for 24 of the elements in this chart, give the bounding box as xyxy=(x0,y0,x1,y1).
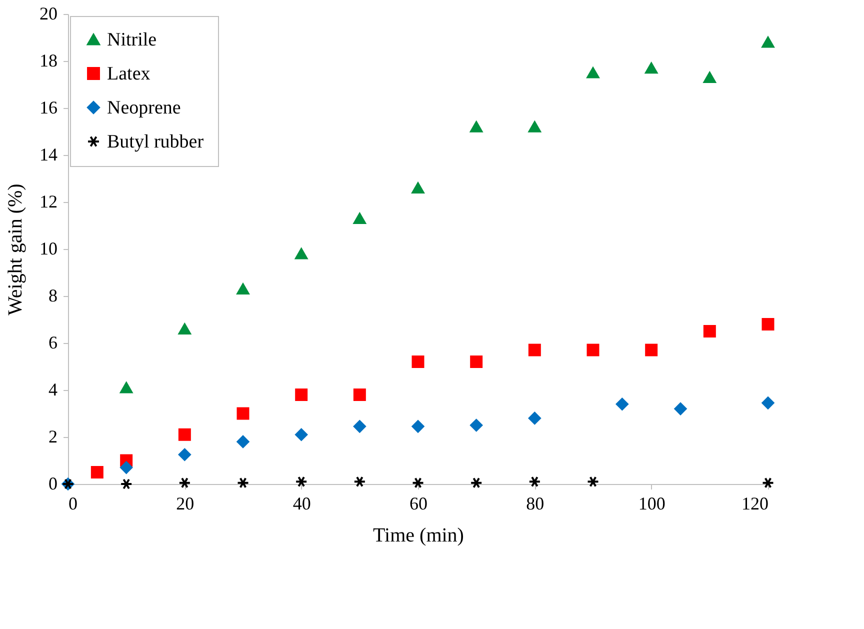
y-tick-label: 2 xyxy=(48,426,58,446)
y-tick-label: 12 xyxy=(40,192,58,212)
legend-label: Latex xyxy=(107,64,151,84)
y-tick-label: 0 xyxy=(48,474,58,494)
y-tick-label: 4 xyxy=(48,380,58,400)
x-tick-label: 20 xyxy=(176,494,194,514)
legend-label: Nitrile xyxy=(107,30,157,50)
y-tick-label: 20 xyxy=(40,4,58,24)
y-tick-label: 10 xyxy=(40,238,58,258)
y-axis-title: Weight gain (%) xyxy=(4,184,26,316)
x-tick-label: 0 xyxy=(68,494,78,514)
y-tick-label: 16 xyxy=(40,98,58,118)
x-tick-label: 60 xyxy=(410,494,428,514)
x-tick-label: 120 xyxy=(742,494,768,514)
x-axis-title: Time (min) xyxy=(373,524,464,546)
x-tick-label: 100 xyxy=(638,494,666,514)
y-tick-label: 14 xyxy=(40,144,58,164)
y-tick-label: 8 xyxy=(48,286,58,306)
y-tick-label: 18 xyxy=(40,50,58,70)
x-tick-label: 80 xyxy=(526,494,544,514)
legend-label: Butyl rubber xyxy=(107,132,204,152)
y-tick-label: 6 xyxy=(48,332,58,352)
x-tick-label: 40 xyxy=(292,494,311,514)
legend-label: Neoprene xyxy=(107,98,181,118)
